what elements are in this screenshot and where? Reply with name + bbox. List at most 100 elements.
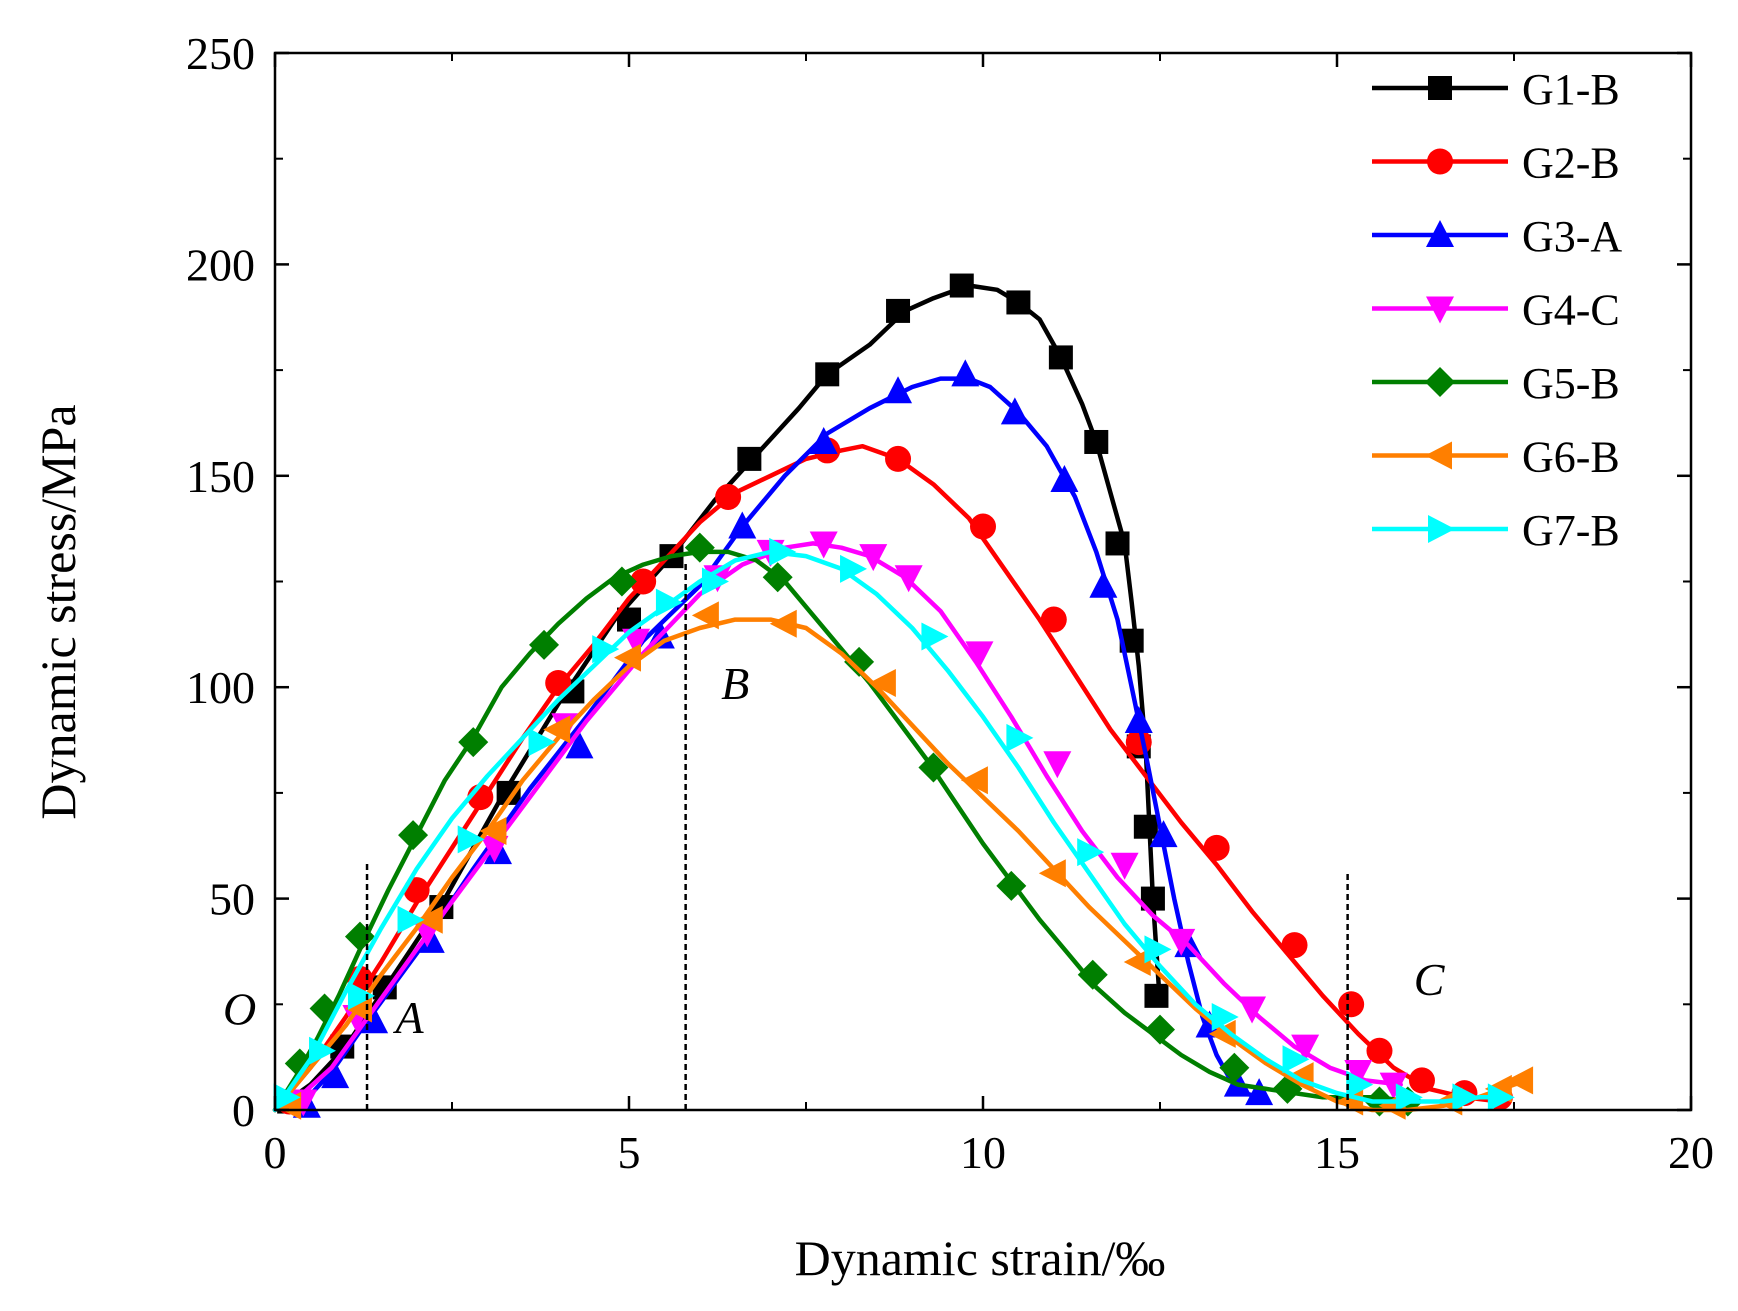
series-line-g7-b — [272, 549, 1510, 1113]
legend-swatch-marker — [1425, 441, 1452, 470]
data-point-g6-b — [868, 668, 896, 697]
series-line-g2-b — [272, 443, 1503, 1113]
data-point-g4-c — [480, 835, 509, 863]
data-point-g1-b — [886, 298, 911, 323]
data-point-g7-b — [1282, 1045, 1310, 1074]
data-point-g5-b — [844, 646, 875, 677]
data-point-g3-a — [1089, 570, 1118, 598]
legend-swatch-marker — [1428, 76, 1452, 100]
data-point-g6-b — [614, 643, 641, 672]
y-axis: 0 50 100 150 200 250 — [186, 28, 1691, 1136]
series-g7-b — [272, 537, 1515, 1113]
data-point-g1-b — [737, 446, 762, 471]
data-point-g7-b — [1144, 935, 1172, 964]
legend-item-g6-b: G6-B — [1372, 433, 1620, 482]
x-axis-title: Dynamic strain/‰ — [795, 1230, 1166, 1286]
data-point-g4-c — [965, 641, 994, 669]
data-point-g4-c — [1167, 928, 1196, 956]
data-point-g3-a — [1245, 1078, 1274, 1106]
data-point-g1-b — [1084, 429, 1109, 454]
data-point-g4-c — [1379, 1072, 1408, 1100]
data-point-g6-b — [691, 601, 719, 630]
data-point-g2-b — [1366, 1037, 1393, 1064]
data-point-g7-b — [347, 981, 375, 1010]
legend-item-g5-b: G5-B — [1372, 359, 1620, 408]
data-point-g2-b — [1408, 1067, 1435, 1094]
data-point-g2-b — [1040, 606, 1067, 633]
data-point-g1-b — [949, 273, 974, 298]
data-point-g6-b — [1038, 859, 1066, 888]
data-point-g4-c — [1291, 1034, 1320, 1062]
data-point-g5-b — [918, 752, 949, 783]
data-point-g6-b — [769, 609, 797, 638]
data-point-g5-b — [398, 820, 429, 851]
data-point-g7-b — [840, 554, 868, 583]
data-point-g6-b — [1506, 1066, 1534, 1095]
data-point-g3-a — [728, 511, 757, 539]
x-axis: 0 5 10 15 20 — [264, 53, 1714, 1178]
y-tick-label: 150 — [186, 451, 255, 502]
series-g6-b — [272, 601, 1534, 1120]
legend-label: G1-B — [1522, 65, 1620, 114]
series-g2-b — [272, 437, 1513, 1115]
data-point-g2-b — [1203, 834, 1230, 861]
annotation-a: A — [392, 992, 424, 1043]
legend-item-g4-c: G4-C — [1372, 286, 1620, 335]
data-point-g6-b — [960, 766, 988, 795]
data-point-g5-b — [458, 727, 489, 758]
legend-swatch-marker — [1427, 148, 1453, 175]
x-tick-label: 20 — [1668, 1127, 1714, 1178]
data-point-g1-b — [1006, 290, 1031, 315]
data-point-g1-b — [1133, 814, 1158, 839]
y-tick-label: 200 — [186, 239, 255, 290]
legend-label: G4-C — [1522, 286, 1620, 335]
legend-label: G3-A — [1522, 212, 1622, 261]
data-point-g5-b — [1077, 959, 1108, 990]
data-point-g4-c — [894, 565, 923, 593]
legend-swatch-marker — [1426, 220, 1454, 247]
data-point-g4-c — [1344, 1059, 1373, 1087]
plot-area: O A B C — [223, 273, 1534, 1120]
data-point-g7-b — [921, 622, 949, 651]
legend-item-g2-b: G2-B — [1372, 139, 1620, 188]
data-point-g2-b — [1281, 932, 1308, 959]
data-point-g7-b — [701, 567, 729, 596]
data-point-g7-b — [273, 1083, 301, 1112]
annotation-c: C — [1414, 954, 1446, 1005]
data-point-g3-a — [565, 731, 594, 759]
legend-item-g1-b: G1-B — [1372, 65, 1620, 114]
data-point-g7-b — [1346, 1070, 1374, 1099]
data-point-g6-b — [344, 994, 372, 1023]
x-tick-label: 5 — [618, 1127, 641, 1178]
data-point-g4-c — [1043, 751, 1072, 779]
data-point-g5-b — [996, 870, 1027, 901]
data-point-g7-b — [592, 635, 620, 664]
data-point-g7-b — [769, 537, 797, 566]
data-point-g3-a — [951, 359, 980, 387]
data-point-g2-b — [630, 568, 657, 595]
series-line-g1-b — [272, 283, 1163, 1113]
legend-label: G5-B — [1522, 359, 1620, 408]
data-point-g3-a — [1050, 465, 1079, 493]
data-point-g2-b — [1125, 729, 1152, 756]
data-point-g5-b — [684, 532, 715, 563]
series-g3-a — [292, 359, 1274, 1118]
data-point-g4-c — [859, 544, 888, 572]
data-point-g6-b — [1208, 1019, 1236, 1048]
data-point-g1-b — [1144, 983, 1169, 1008]
data-point-g5-b — [606, 566, 637, 597]
data-point-g7-b — [1452, 1083, 1480, 1112]
legend-swatch-marker — [1426, 296, 1454, 324]
data-point-g6-b — [479, 816, 507, 845]
series-line-g3-a — [293, 376, 1262, 1113]
plot-frame — [273, 51, 1693, 1112]
data-point-g3-a — [809, 426, 838, 454]
data-point-g1-b — [1048, 345, 1073, 370]
legend-swatch-marker — [1428, 515, 1455, 543]
data-point-g2-b — [885, 445, 912, 472]
data-point-g3-a — [321, 1061, 350, 1089]
data-point-g1-b — [815, 362, 840, 387]
legend-item-g3-a: G3-A — [1372, 212, 1622, 261]
y-tick-label: 100 — [186, 662, 255, 713]
